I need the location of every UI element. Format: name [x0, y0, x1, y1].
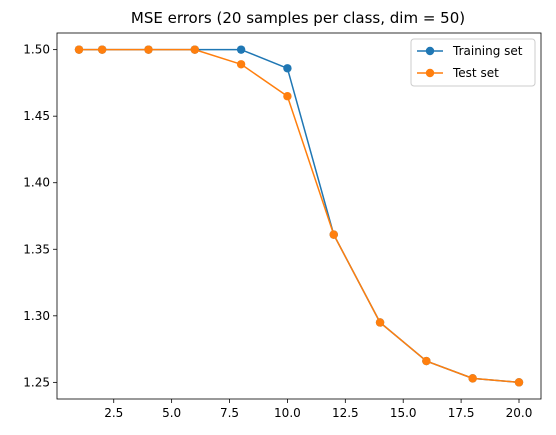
- data-point: [236, 60, 246, 69]
- chart-title: MSE errors (20 samples per class, dim = …: [131, 9, 465, 27]
- x-tick-label: 2.5: [104, 406, 123, 420]
- data-point: [375, 318, 385, 327]
- x-tick-label: 10.0: [274, 406, 301, 420]
- series-1: [74, 45, 524, 387]
- data-point: [97, 45, 107, 54]
- x-tick-label: 5.0: [162, 406, 181, 420]
- data-point: [329, 230, 338, 239]
- data-point: [144, 45, 153, 54]
- x-tick-label: 12.5: [332, 406, 359, 420]
- plot-area: 2.5 5.0 7.5 10.0 12.5 15.0 17.5 20.0 1.25 1.30 1.3…: [23, 32, 542, 420]
- x-tick-label: 17.5: [448, 406, 475, 420]
- data-point: [74, 45, 84, 54]
- data-point: [190, 45, 199, 54]
- x-tick-label: 15.0: [390, 406, 417, 420]
- legend-item: Training set: [417, 44, 523, 58]
- y-tick-label: 1.35: [23, 242, 50, 256]
- series-line: [79, 48, 520, 384]
- data-point: [468, 374, 477, 383]
- x-tick-label: 7.5: [220, 406, 239, 420]
- y-tick-label: 1.40: [23, 176, 50, 190]
- legend: Training set Test set: [410, 38, 536, 87]
- legend-label: Training set: [452, 44, 523, 58]
- data-point: [236, 45, 246, 54]
- data-point: [283, 92, 292, 101]
- legend-item: Test set: [417, 66, 499, 80]
- series-line: [79, 48, 520, 384]
- data-point: [514, 378, 524, 387]
- series-2: [74, 45, 524, 387]
- data-point: [422, 356, 431, 366]
- axes-frame: [56, 32, 542, 400]
- legend-label: Test set: [452, 66, 499, 80]
- legend-marker: [425, 68, 435, 78]
- legend-marker: [425, 46, 435, 56]
- y-tick-label: 1.45: [23, 109, 50, 123]
- data-point: [283, 64, 292, 73]
- y-tick-label: 1.25: [23, 375, 50, 389]
- y-tick-label: 1.30: [23, 309, 50, 323]
- x-tick-label: 20.0: [506, 406, 533, 420]
- y-tick-label: 1.50: [23, 43, 50, 57]
